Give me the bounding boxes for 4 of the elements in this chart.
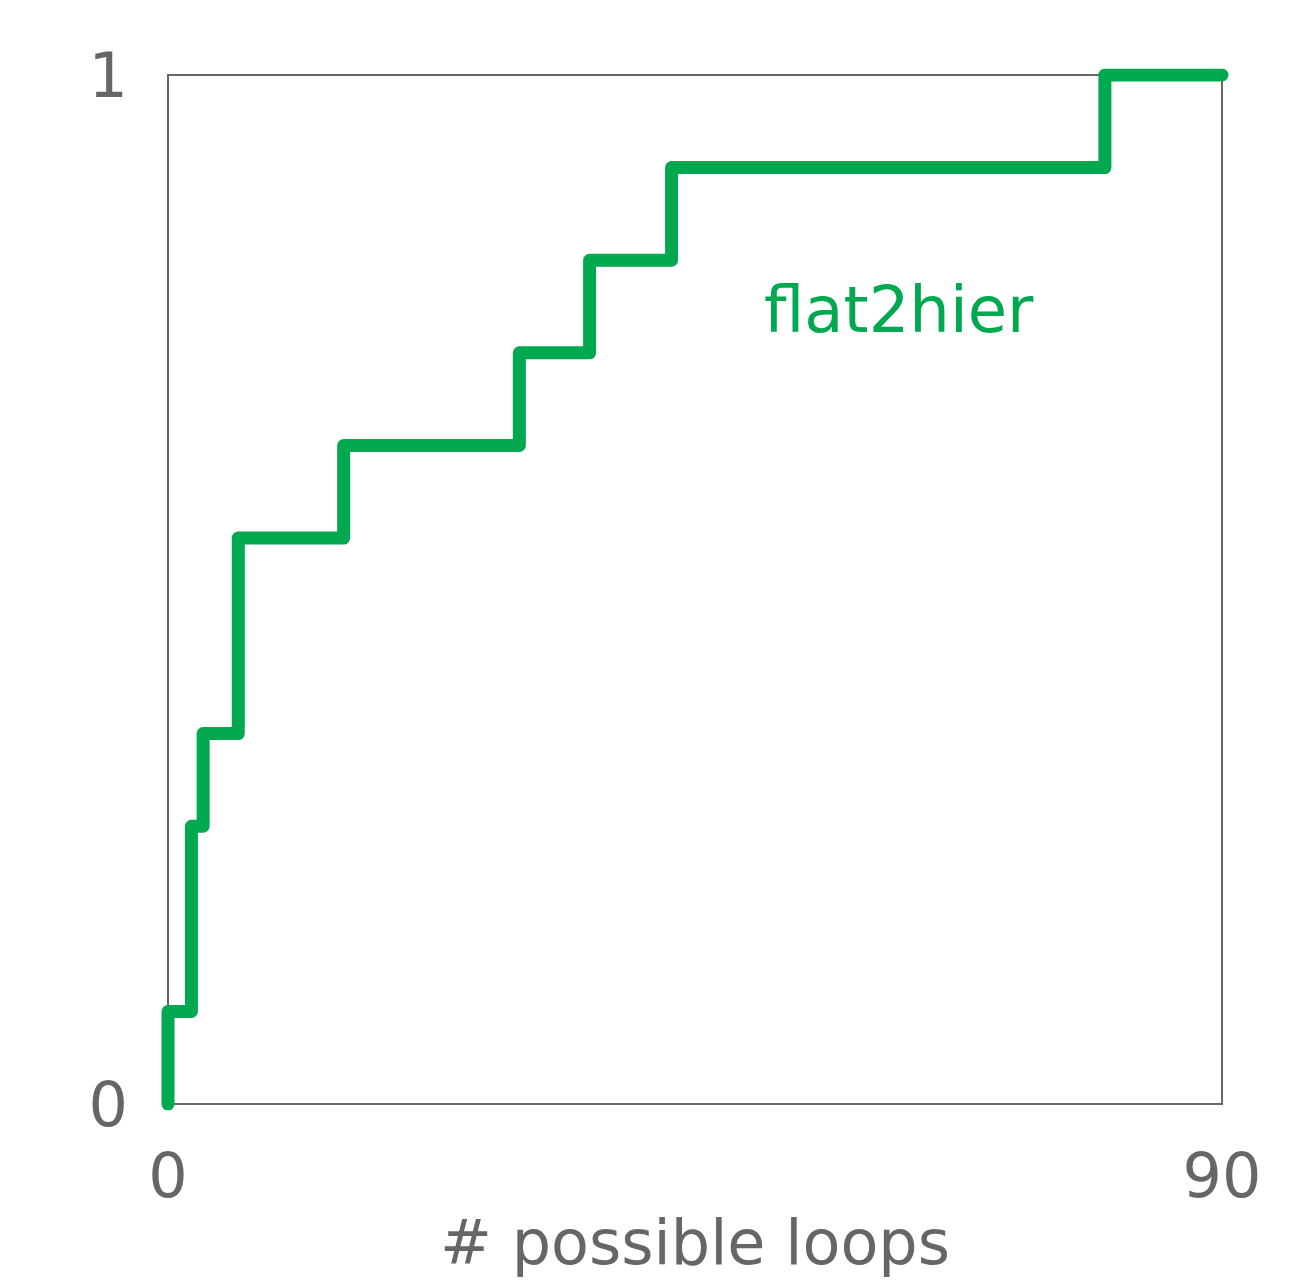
x-axis-title: # possible loops: [440, 1205, 950, 1279]
y-tick-label: 1: [88, 38, 128, 112]
x-tick-label: 90: [1182, 1138, 1262, 1212]
series-label: flat2hier: [764, 273, 1035, 347]
